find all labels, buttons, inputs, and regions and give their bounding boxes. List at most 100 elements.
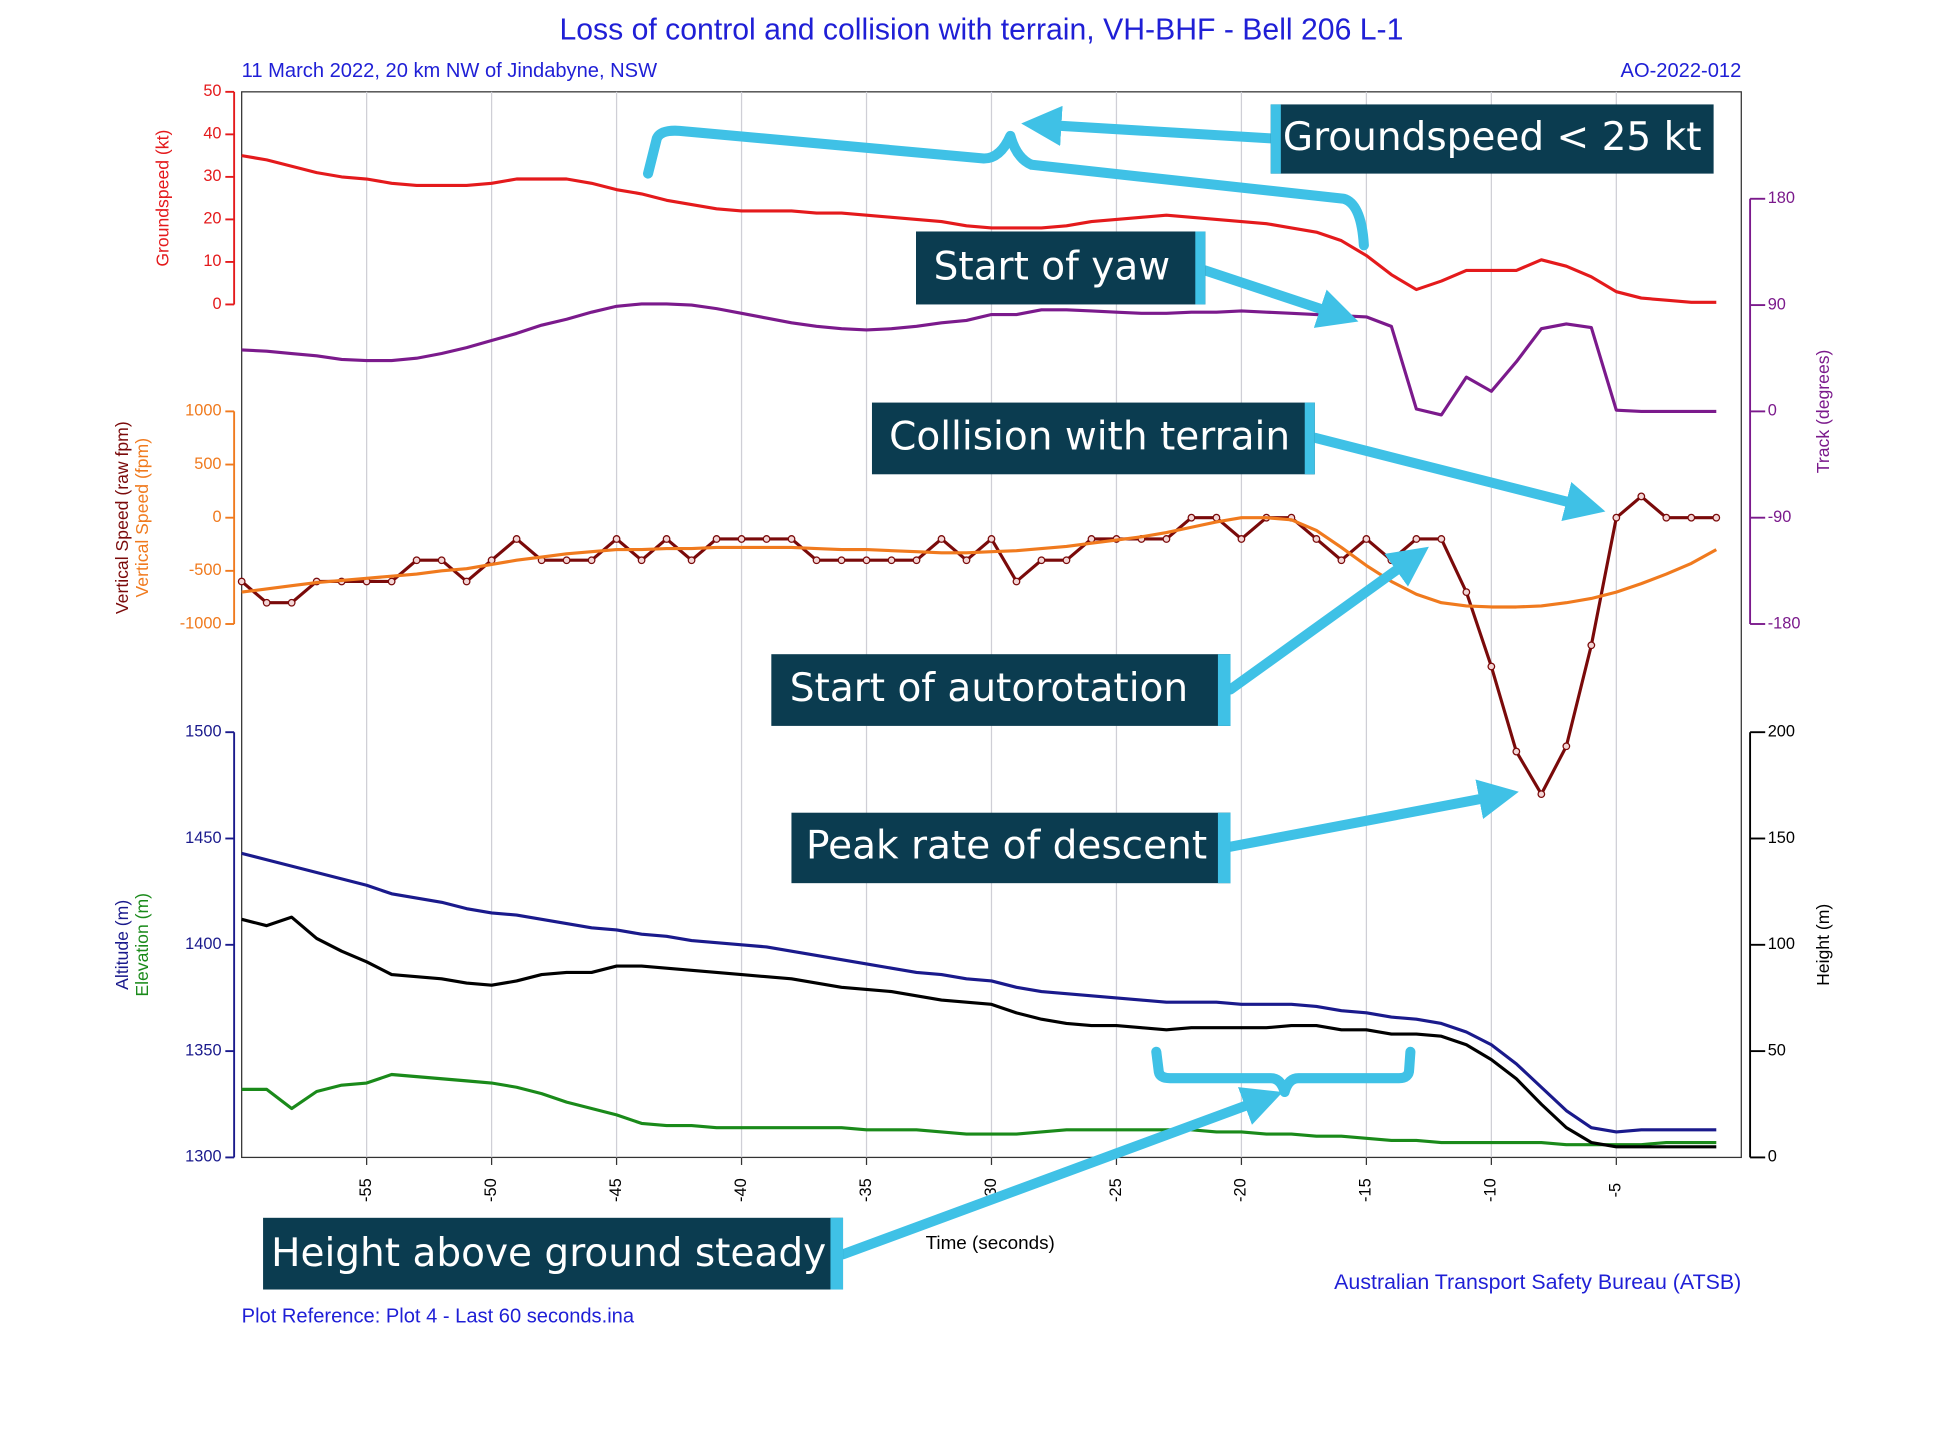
annotation: Collision with terrain — [889, 415, 1290, 460]
annotation: Groundspeed < 25 kt — [1283, 115, 1702, 160]
data-point — [512, 535, 521, 543]
subtitle: 11 March 2022, 20 km NW of Jindabyne, NS… — [242, 60, 657, 82]
data-point — [287, 598, 296, 607]
data-point — [837, 556, 846, 565]
x-tick-label: -50 — [482, 1178, 500, 1202]
data-point — [1012, 577, 1021, 586]
y-tick-label: 1400 — [185, 935, 221, 953]
data-point — [712, 535, 721, 543]
x-tick-label: -55 — [357, 1178, 375, 1202]
data-point — [387, 577, 396, 586]
y-tick-label: 10 — [203, 252, 221, 270]
data-point — [1537, 790, 1546, 798]
series-line — [241, 516, 1718, 609]
brace — [643, 125, 1369, 251]
y2-tick-label: 90 — [1768, 295, 1786, 313]
y-tick-label: 1300 — [185, 1148, 221, 1166]
y-tick-label: 0 — [212, 508, 221, 526]
y-tick-label: -1000 — [180, 614, 222, 632]
data-point — [1362, 535, 1371, 543]
y2-tick-label: 150 — [1768, 829, 1795, 847]
arrow — [1021, 105, 1276, 146]
x-tick-label: -45 — [607, 1178, 625, 1202]
data-point — [562, 556, 571, 565]
data-point — [1637, 492, 1646, 501]
callout-accent — [1217, 812, 1231, 884]
plot-reference: Plot Reference: Plot 4 - Last 60 seconds… — [242, 1306, 635, 1328]
series-line — [241, 851, 1717, 1134]
callout-accent — [1195, 231, 1206, 305]
annotation: Peak rate of descent — [806, 823, 1207, 868]
y2-tick-label: 180 — [1768, 189, 1795, 207]
annotation: Start of yaw — [934, 245, 1171, 290]
callout-box — [1270, 104, 1714, 174]
data-point — [1562, 742, 1571, 751]
data-point — [1062, 556, 1071, 565]
data-point — [987, 535, 996, 543]
data-point — [462, 577, 471, 586]
callout-accent — [1217, 654, 1231, 726]
annotation-boxes: Groundspeed < 25 kt Start of yaw Collisi… — [263, 104, 1714, 1290]
data-point — [1512, 747, 1521, 756]
data-point — [1237, 535, 1246, 543]
arrow — [1200, 265, 1359, 328]
y-tick-label: 0 — [212, 295, 221, 313]
y2-tick-label: 50 — [1768, 1041, 1786, 1059]
y2-tick-label: 0 — [1768, 1148, 1777, 1166]
y-tick-label: -500 — [189, 561, 222, 579]
y-tick-label: 1000 — [185, 402, 221, 420]
data-point — [612, 535, 621, 543]
y2-axis-title: Track (degrees) — [1813, 350, 1833, 474]
data-point — [1037, 556, 1046, 565]
y2-tick-label: 200 — [1768, 723, 1795, 741]
data-point — [637, 556, 646, 565]
data-point — [962, 556, 971, 565]
y-tick-label: 1450 — [185, 829, 221, 847]
arrow — [1225, 779, 1519, 852]
callout-box — [791, 812, 1231, 884]
x-tick-label: -15 — [1357, 1178, 1375, 1202]
data-point — [662, 535, 671, 543]
y-tick-label: 40 — [203, 125, 221, 143]
brace — [1151, 1046, 1416, 1098]
series-line — [241, 302, 1717, 417]
data-point — [1412, 535, 1421, 543]
callout-accent — [1270, 104, 1281, 174]
y-axis-title: Vertical Speed (raw fpm) — [112, 421, 132, 614]
arrow — [1309, 432, 1606, 522]
data-point — [1687, 513, 1696, 522]
data-point — [412, 556, 421, 565]
data-point — [1712, 513, 1721, 522]
callout-box — [871, 402, 1315, 475]
data-point — [1337, 556, 1346, 565]
data-point — [437, 556, 446, 565]
y-axis-title: Groundspeed (kt) — [152, 130, 172, 267]
callout-box — [771, 654, 1231, 726]
callout-accent — [830, 1217, 844, 1290]
y-axis-title: Vertical Speed (fpm) — [132, 438, 152, 598]
y-tick-label: 50 — [203, 82, 221, 100]
data-point — [1612, 513, 1621, 522]
annotation: Start of autorotation — [790, 666, 1188, 711]
chart-title: Loss of control and collision with terra… — [559, 13, 1403, 46]
x-tick-label: -35 — [857, 1178, 875, 1202]
report-id: AO-2022-012 — [1621, 60, 1742, 82]
data-point — [1437, 535, 1446, 543]
y-axis-title: Altitude (m) — [112, 900, 132, 990]
data-point — [687, 556, 696, 565]
y2-tick-label: -90 — [1768, 508, 1792, 526]
data-point — [1462, 588, 1471, 597]
data-point — [262, 598, 271, 607]
x-tick-label: -25 — [1107, 1178, 1125, 1202]
x-tick-label: -40 — [732, 1178, 750, 1202]
y2-tick-label: -180 — [1768, 614, 1801, 632]
source: Australian Transport Safety Bureau (ATSB… — [1334, 1270, 1741, 1294]
y-tick-label: 20 — [203, 210, 221, 228]
y-tick-label: 1350 — [185, 1041, 221, 1059]
x-tick-label: -10 — [1482, 1178, 1500, 1202]
data-point — [912, 556, 921, 565]
x-tick-label: -5 — [1607, 1183, 1625, 1198]
arrow — [838, 1087, 1283, 1260]
